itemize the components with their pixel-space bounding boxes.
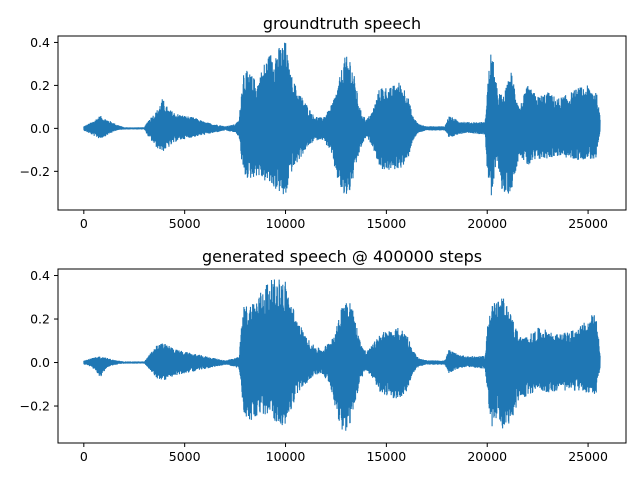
y-tick-label: 0.0 — [30, 121, 50, 136]
y-tick-layer: −0.2 0.0 0.2 0.4 — [20, 35, 58, 179]
x-tick-label: 5000 — [169, 216, 201, 231]
y-tick-layer: −0.2 0.0 0.2 0.4 — [20, 268, 58, 414]
waveform-series-0 — [83, 42, 601, 196]
waveform-series-0 — [83, 279, 601, 431]
x-tick-label: 0 — [80, 216, 88, 231]
x-tick-label: 5000 — [169, 449, 201, 464]
y-tick-label: −0.2 — [20, 164, 50, 179]
axes-frame — [57, 35, 627, 211]
y-tick-label: 0.2 — [30, 312, 50, 327]
y-tick-label: −0.2 — [20, 399, 50, 414]
x-tick-label: 25000 — [568, 216, 608, 231]
y-tick-label: 0.4 — [30, 35, 50, 50]
x-tick-label: 15000 — [366, 449, 406, 464]
y-tick-label: 0.0 — [30, 355, 50, 370]
axes-frame — [57, 268, 627, 444]
x-tick-label: 10000 — [266, 216, 306, 231]
waveform-plot — [83, 42, 601, 196]
x-tick-label: 0 — [80, 449, 88, 464]
subplot-title: groundtruth speech — [263, 14, 421, 33]
x-tick-label: 15000 — [366, 216, 406, 231]
waveform-plot — [83, 279, 601, 431]
x-tick-label: 10000 — [266, 449, 306, 464]
x-tick-layer: 0 5000 10000 15000 20000 25000 — [80, 210, 608, 231]
x-tick-layer: 0 5000 10000 15000 20000 25000 — [80, 443, 608, 464]
y-tick-label: 0.2 — [30, 78, 50, 93]
subplot-title: generated speech @ 400000 steps — [202, 247, 482, 266]
subplot-groundtruth: groundtruth speech 0 5000 10000 15000 20000 2… — [20, 14, 627, 231]
y-tick-label: 0.4 — [30, 268, 50, 283]
x-tick-label: 25000 — [568, 449, 608, 464]
x-tick-label: 20000 — [467, 216, 507, 231]
x-tick-label: 20000 — [467, 449, 507, 464]
subplot-generated: generated speech @ 400000 steps 0 5000 100… — [20, 247, 627, 464]
